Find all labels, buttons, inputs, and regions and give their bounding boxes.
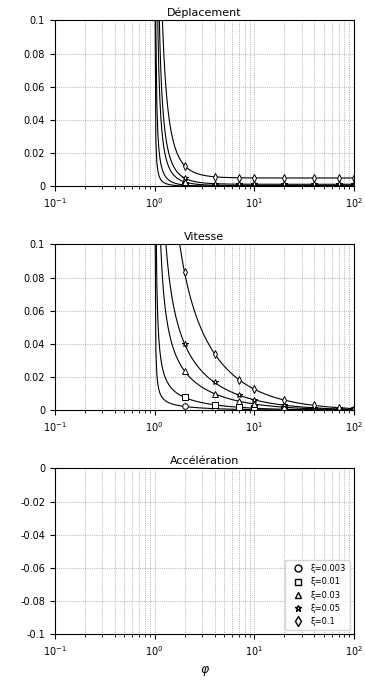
Title: Vitesse: Vitesse [184, 233, 224, 242]
Title: Déplacement: Déplacement [167, 8, 242, 18]
Title: Accélération: Accélération [170, 456, 239, 466]
Legend: ξ=0.003, ξ=0.01, ξ=0.03, ξ=0.05, ξ=0.1: ξ=0.003, ξ=0.01, ξ=0.03, ξ=0.05, ξ=0.1 [285, 560, 350, 630]
X-axis label: φ: φ [200, 664, 208, 677]
